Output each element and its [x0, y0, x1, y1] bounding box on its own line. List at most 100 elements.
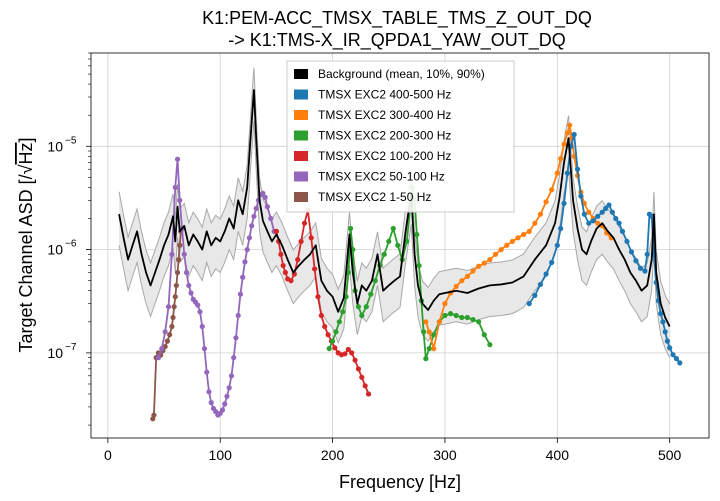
data-point: [301, 220, 308, 226]
data-point: [595, 213, 601, 219]
data-point: [237, 291, 244, 297]
legend-swatch: [294, 171, 308, 182]
data-point: [173, 282, 179, 289]
data-point: [280, 262, 286, 269]
data-point: [195, 302, 201, 308]
data-point: [262, 194, 268, 201]
data-point: [340, 309, 346, 315]
legend: Background (mean, 10%, 90%) TMSX EXC2 400…: [286, 60, 515, 213]
data-point: [453, 283, 459, 290]
data-point: [558, 225, 564, 232]
data-point: [658, 311, 664, 317]
data-point: [609, 209, 615, 215]
data-point: [395, 242, 401, 248]
data-point: [231, 355, 237, 361]
data-point: [352, 357, 358, 363]
data-point: [459, 278, 465, 284]
series-0: [118, 89, 671, 327]
data-point: [386, 238, 392, 245]
data-point: [363, 304, 369, 310]
data-point: [260, 190, 266, 196]
data-point: [325, 332, 331, 338]
data-point: [199, 323, 205, 330]
data-point: [509, 238, 515, 245]
data-point: [453, 312, 459, 319]
data-point: [164, 338, 171, 344]
y-axis-ticks: 10−710−610−5: [47, 52, 91, 426]
data-point: [355, 304, 362, 310]
data-point: [464, 273, 471, 280]
data-point: [244, 246, 250, 253]
data-point: [571, 131, 577, 138]
data-point: [162, 329, 168, 335]
data-point: [642, 268, 648, 274]
data-point: [586, 209, 592, 215]
data-point: [251, 213, 257, 219]
data-point: [603, 205, 609, 212]
data-point: [526, 228, 532, 234]
data-point: [549, 187, 555, 193]
data-point: [278, 251, 284, 257]
data-point: [174, 269, 181, 276]
y-tick-label: 10: [47, 242, 63, 258]
data-point: [662, 329, 668, 335]
data-point: [423, 356, 429, 362]
chart-title-line-2: -> K1:TMS-X_IR_QPDA1_YAW_OUT_DQ: [228, 30, 566, 51]
data-point: [532, 220, 538, 226]
data-point: [177, 197, 183, 203]
data-point: [416, 262, 422, 269]
data-point: [543, 199, 549, 205]
data-point: [619, 228, 626, 234]
data-point: [183, 269, 190, 276]
data-point: [554, 170, 560, 176]
series-1: [526, 131, 683, 366]
data-point: [359, 374, 365, 380]
data-point: [246, 235, 253, 241]
data-point: [151, 412, 157, 418]
x-tick-label: 300: [433, 447, 457, 463]
data-point: [613, 215, 619, 222]
data-point: [660, 319, 666, 325]
data-point: [240, 274, 246, 280]
data-point: [219, 407, 226, 413]
data-point: [537, 281, 544, 288]
data-point: [208, 400, 214, 406]
legend-entries: Background (mean, 10%, 90%) TMSX EXC2 400…: [294, 67, 485, 204]
data-point: [673, 356, 680, 362]
data-point: [564, 170, 571, 176]
x-tick-label: 400: [546, 447, 570, 463]
data-point: [332, 345, 338, 351]
data-point: [578, 193, 584, 199]
data-point: [664, 338, 671, 344]
data-point: [345, 346, 351, 353]
data-point: [549, 259, 555, 266]
data-point: [476, 263, 482, 269]
data-point: [347, 225, 354, 232]
y-tick-label: 10: [47, 138, 63, 154]
y-axis-label-text: Target Channel ASD [/√Hz]: [16, 137, 36, 352]
data-point: [554, 242, 560, 248]
data-point: [431, 332, 437, 338]
data-point: [537, 211, 544, 217]
data-point: [362, 383, 368, 389]
data-point: [172, 184, 178, 190]
data-point: [574, 166, 581, 172]
data-point: [171, 304, 177, 310]
data-point: [170, 314, 176, 321]
data-point: [235, 312, 241, 319]
data-point: [355, 366, 362, 372]
data-point: [420, 329, 427, 335]
data-point: [288, 278, 294, 284]
legend-swatch: [294, 151, 308, 161]
data-point: [228, 373, 235, 379]
legend-label: Background (mean, 10%, 90%): [318, 67, 485, 81]
data-point: [670, 352, 676, 358]
data-point: [564, 130, 571, 136]
data-point: [616, 220, 622, 226]
data-point: [498, 246, 504, 253]
legend-box: [286, 60, 515, 213]
legend-swatch: [294, 69, 308, 79]
data-point: [295, 257, 301, 263]
y-axis-label-sqrt: √: [16, 164, 36, 174]
x-tick-label: 0: [104, 447, 112, 463]
